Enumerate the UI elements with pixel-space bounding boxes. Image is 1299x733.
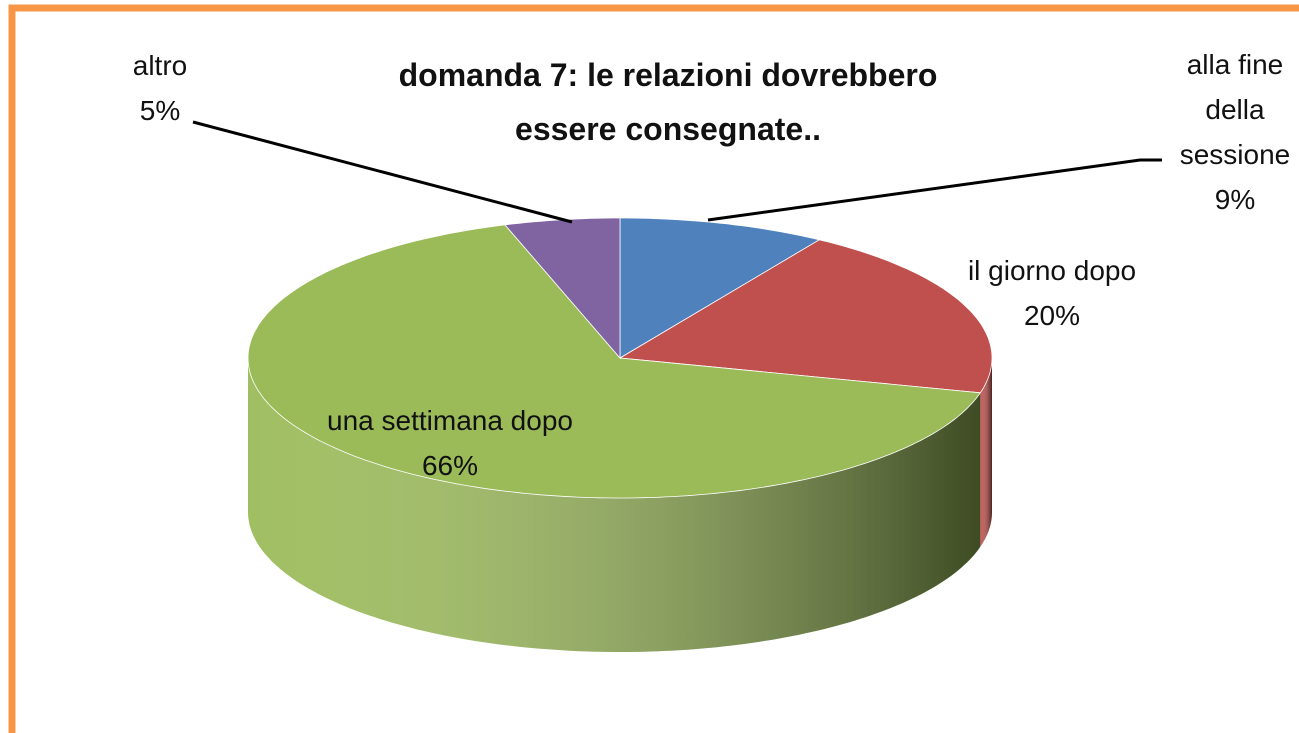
data-label: altro 5% [100, 43, 220, 133]
label-category: alla fine della sessione [1179, 49, 1291, 170]
leader-line [707, 158, 1162, 222]
frame-border [8, 4, 1299, 733]
data-label: il giorno dopo 20% [912, 248, 1192, 338]
label-category: una settimana dopo [327, 405, 573, 436]
leader-line [192, 120, 573, 224]
slice [247, 224, 982, 499]
label-value: 20% [1023, 300, 1081, 331]
data-label: alla fine della sessione 9% [1160, 42, 1299, 222]
label-value: 66% [421, 450, 479, 481]
chart-title: domanda 7: le relazioni dovrebbero esser… [398, 57, 938, 147]
data-label: una settimana dopo 66% [325, 398, 575, 488]
slice-side-shade [980, 358, 992, 547]
label-value: 9% [1214, 184, 1256, 215]
label-value: 5% [139, 95, 181, 126]
slice-side-shade [248, 358, 981, 652]
slice [618, 239, 993, 394]
label-category: altro [132, 50, 188, 81]
label-category: il giorno dopo [967, 255, 1137, 286]
slice [619, 217, 821, 359]
